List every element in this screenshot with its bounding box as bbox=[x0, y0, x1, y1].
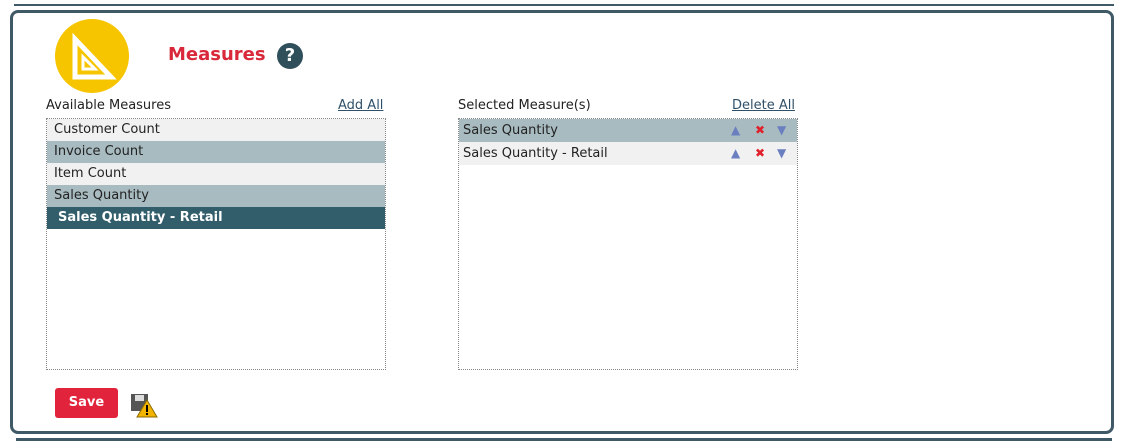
move-down-button[interactable]: ▼ bbox=[777, 123, 787, 137]
help-button[interactable]: ? bbox=[277, 43, 303, 69]
list-item[interactable]: Item Count bbox=[47, 163, 385, 185]
list-item[interactable]: Sales Quantity ▲ ✖ ▼ bbox=[459, 119, 797, 142]
list-label: Selected Measure(s) bbox=[458, 98, 591, 113]
panel bbox=[10, 10, 1114, 434]
move-up-button[interactable]: ▲ bbox=[731, 146, 741, 160]
remove-button[interactable]: ✖ bbox=[755, 123, 766, 137]
list-item[interactable]: Sales Quantity - Retail bbox=[47, 207, 385, 229]
list-item[interactable]: Customer Count bbox=[47, 119, 385, 141]
available-list: Customer Count Invoice Count Item Count Sal… bbox=[46, 118, 386, 370]
divider bbox=[16, 438, 1112, 441]
measures-icon bbox=[55, 19, 129, 93]
selected-list: Sales Quantity ▲ ✖ ▼ Sales Quantity - Retail… bbox=[458, 118, 798, 370]
unsaved-icon bbox=[131, 394, 158, 418]
list-item[interactable]: Sales Quantity - Retail ▲ ✖ ▼ bbox=[459, 142, 797, 165]
item-label: Sales Quantity - Retail bbox=[463, 146, 608, 161]
move-up-button[interactable]: ▲ bbox=[731, 123, 741, 137]
add-all-link[interactable]: Add All bbox=[338, 98, 384, 113]
item-label: Sales Quantity bbox=[463, 123, 558, 138]
remove-button[interactable]: ✖ bbox=[755, 146, 766, 160]
list-label: Available Measures bbox=[46, 98, 171, 113]
save-button[interactable]: Save bbox=[55, 388, 118, 418]
list-item[interactable]: Invoice Count bbox=[47, 141, 385, 163]
list-item[interactable]: Sales Quantity bbox=[47, 185, 385, 207]
delete-all-link[interactable]: Delete All bbox=[732, 98, 795, 113]
move-down-button[interactable]: ▼ bbox=[777, 146, 787, 160]
title: Measures bbox=[168, 44, 266, 65]
divider bbox=[14, 0, 1114, 6]
